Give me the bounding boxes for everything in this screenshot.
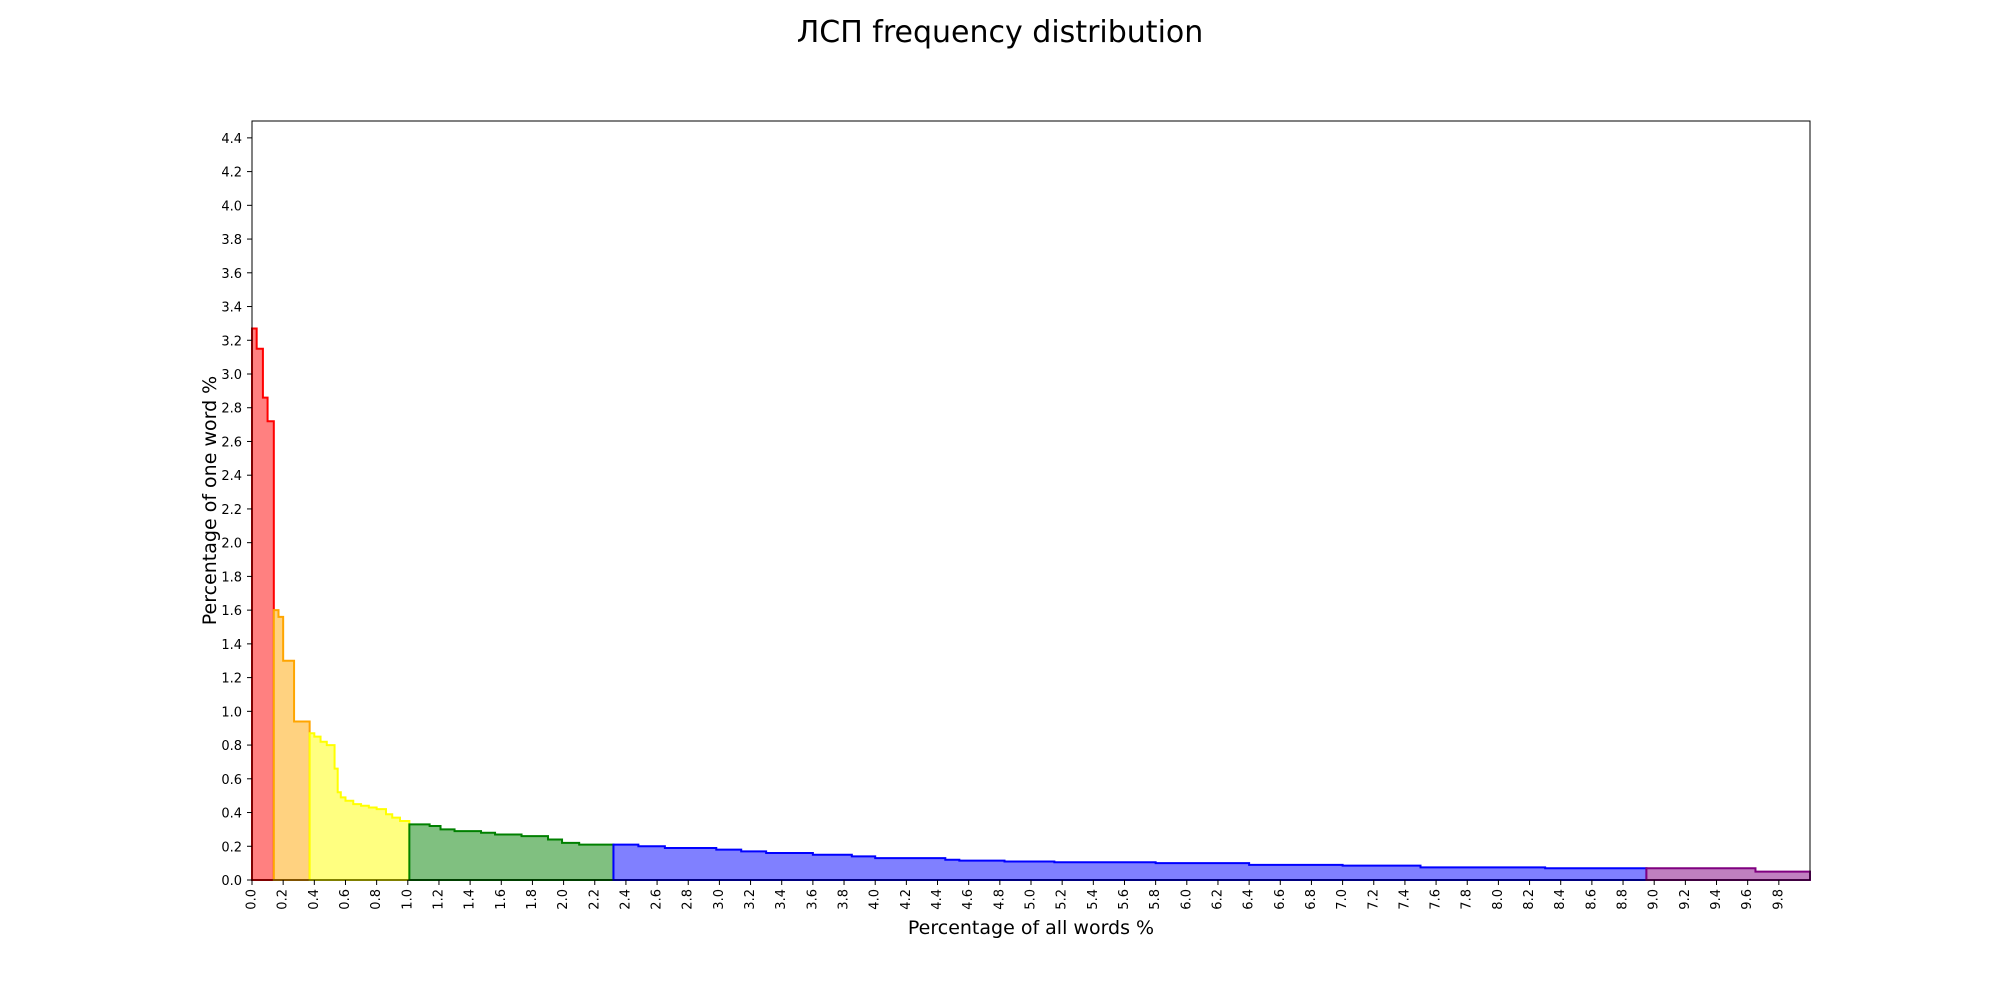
- x-tick-label: 0.2: [276, 889, 291, 910]
- x-tick-label: 1.2: [431, 889, 446, 910]
- x-tick-label: 8.2: [1522, 889, 1537, 910]
- x-tick-label: 4.6: [961, 889, 976, 910]
- y-tick-label: 1.6: [221, 604, 242, 619]
- x-tick-label: 3.2: [743, 889, 758, 910]
- x-tick-label: 6.2: [1210, 889, 1225, 910]
- x-tick-label: 6.4: [1242, 889, 1257, 910]
- x-tick-label: 9.4: [1709, 889, 1724, 910]
- x-tick-label: 5.2: [1055, 889, 1070, 910]
- y-tick-label: 1.8: [221, 570, 242, 585]
- x-axis: 0.0 0.2 0.4 0.6 0.8 1.0 1.2 1.4 1.6 1.8 2.0 2.2 2.4 2…: [245, 880, 1786, 910]
- y-tick-label: 0.4: [221, 807, 242, 822]
- x-tick-label: 0.0: [245, 889, 260, 910]
- x-tick-label: 6.8: [1304, 889, 1319, 910]
- x-tick-label: 9.6: [1740, 889, 1755, 910]
- x-tick-label: 7.6: [1429, 889, 1444, 910]
- y-tick-label: 1.4: [221, 638, 242, 653]
- y-tick-label: 4.0: [221, 199, 242, 214]
- x-tick-label: 8.4: [1553, 889, 1568, 910]
- x-tick-label: 5.8: [1148, 889, 1163, 910]
- y-axis: 0.0 0.2 0.4 0.6 0.8 1.0 1.2 1.4 1.6 1.8 2.0 2.2 2.4 2…: [221, 132, 252, 889]
- x-tick-label: 2.2: [587, 889, 602, 910]
- x-tick-label: 6.6: [1273, 889, 1288, 910]
- x-tick-label: 4.4: [930, 889, 945, 910]
- x-tick-label: 9.0: [1647, 889, 1662, 910]
- series-blue: [612, 843, 1648, 881]
- x-tick-label: 4.8: [992, 889, 1007, 910]
- x-tick-label: 0.4: [307, 889, 322, 910]
- series-area-yellow: [309, 733, 410, 880]
- y-tick-label: 4.4: [221, 132, 242, 147]
- y-tick-label: 2.8: [221, 402, 242, 417]
- y-tick-label: 3.0: [221, 368, 242, 383]
- x-tick-label: 2.6: [650, 889, 665, 910]
- y-tick-label: 3.6: [221, 267, 242, 282]
- y-tick-label: 3.2: [221, 334, 242, 349]
- y-tick-label: 0.8: [221, 739, 242, 754]
- x-tick-label: 7.0: [1335, 889, 1350, 910]
- x-tick-label: 5.4: [1086, 889, 1101, 910]
- series-line-blue: [612, 843, 1648, 881]
- y-tick-label: 0.2: [221, 840, 242, 855]
- x-tick-label: 7.2: [1366, 889, 1381, 910]
- x-tick-label: 1.6: [494, 889, 509, 910]
- y-tick-label: 2.6: [221, 435, 242, 450]
- x-tick-label: 8.8: [1616, 889, 1631, 910]
- x-tick-label: 0.6: [338, 889, 353, 910]
- chart-title: ЛСП frequency distribution: [797, 15, 1204, 50]
- x-tick-label: 3.8: [837, 889, 852, 910]
- x-tick-label: 1.0: [400, 889, 415, 910]
- x-tick-label: 3.4: [774, 889, 789, 910]
- x-tick-label: 0.8: [369, 889, 384, 910]
- y-tick-label: 0.6: [221, 773, 242, 788]
- series-green: [408, 823, 615, 881]
- x-tick-label: 9.2: [1678, 889, 1693, 910]
- series-area-orange: [273, 610, 310, 880]
- y-tick-label: 3.4: [221, 301, 242, 316]
- y-tick-label: 0.0: [221, 874, 242, 889]
- series-area-purple: [1646, 868, 1810, 880]
- x-tick-label: 9.8: [1771, 889, 1786, 910]
- y-tick-label: 2.2: [221, 503, 242, 518]
- x-axis-label: Percentage of all words %: [908, 917, 1154, 939]
- x-tick-label: 6.0: [1179, 889, 1194, 910]
- series-line-yellow: [308, 732, 411, 881]
- x-tick-label: 4.0: [868, 889, 883, 910]
- y-tick-label: 2.4: [221, 469, 242, 484]
- x-tick-label: 3.6: [805, 889, 820, 910]
- y-axis-label: Percentage of one word %: [199, 376, 221, 625]
- series-line-green: [408, 823, 615, 881]
- x-tick-label: 1.8: [525, 889, 540, 910]
- x-tick-label: 7.8: [1460, 889, 1475, 910]
- x-tick-label: 8.0: [1491, 889, 1506, 910]
- series-layer: [251, 327, 1811, 881]
- series-area-green: [409, 824, 614, 880]
- series-red: [251, 327, 275, 881]
- x-tick-label: 8.6: [1584, 889, 1599, 910]
- x-tick-label: 5.6: [1117, 889, 1132, 910]
- x-tick-label: 7.4: [1397, 889, 1412, 910]
- x-tick-label: 3.0: [712, 889, 727, 910]
- x-tick-label: 4.2: [899, 889, 914, 910]
- x-tick-label: 2.4: [618, 889, 633, 910]
- x-tick-label: 1.4: [463, 889, 478, 910]
- series-line-red: [251, 327, 275, 881]
- x-tick-label: 5.0: [1024, 889, 1039, 910]
- y-tick-label: 2.0: [221, 537, 242, 552]
- y-tick-label: 1.2: [221, 672, 242, 687]
- y-tick-label: 1.0: [221, 705, 242, 720]
- x-tick-label: 2.8: [681, 889, 696, 910]
- series-area-red: [252, 328, 274, 881]
- x-tick-label: 2.0: [556, 889, 571, 910]
- y-tick-label: 4.2: [221, 166, 242, 181]
- y-tick-label: 3.8: [221, 233, 242, 248]
- series-yellow: [308, 732, 411, 881]
